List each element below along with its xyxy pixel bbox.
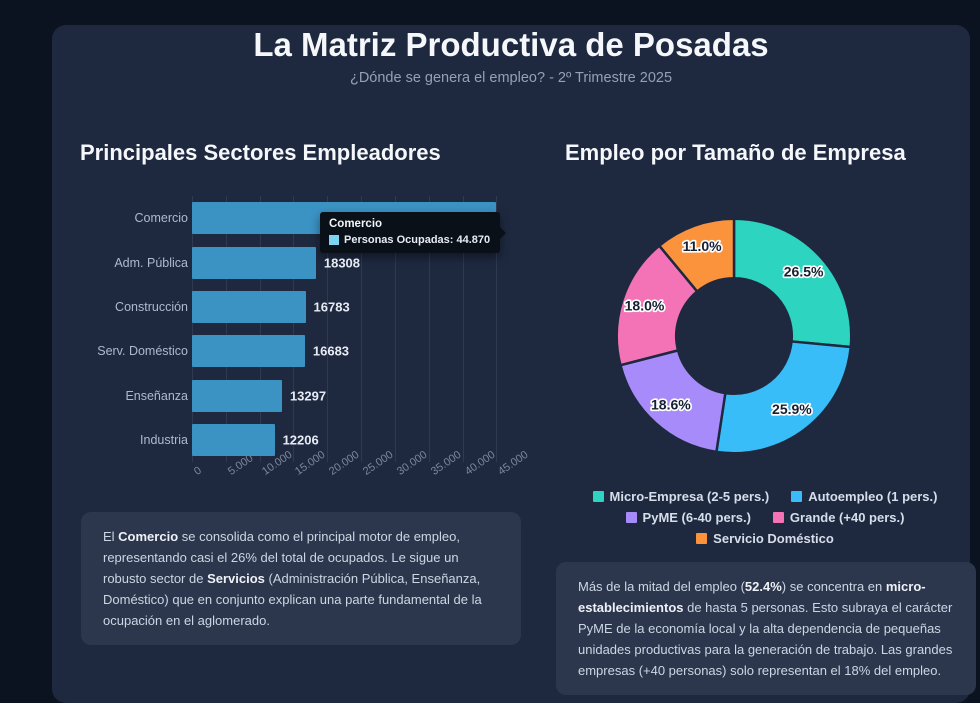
svg-text:11.0%: 11.0% xyxy=(683,238,723,254)
svg-text:18.0%: 18.0% xyxy=(625,298,665,314)
svg-text:26.5%: 26.5% xyxy=(784,263,824,279)
svg-text:25.9%: 25.9% xyxy=(772,401,812,417)
svg-text:18.6%: 18.6% xyxy=(651,397,691,413)
